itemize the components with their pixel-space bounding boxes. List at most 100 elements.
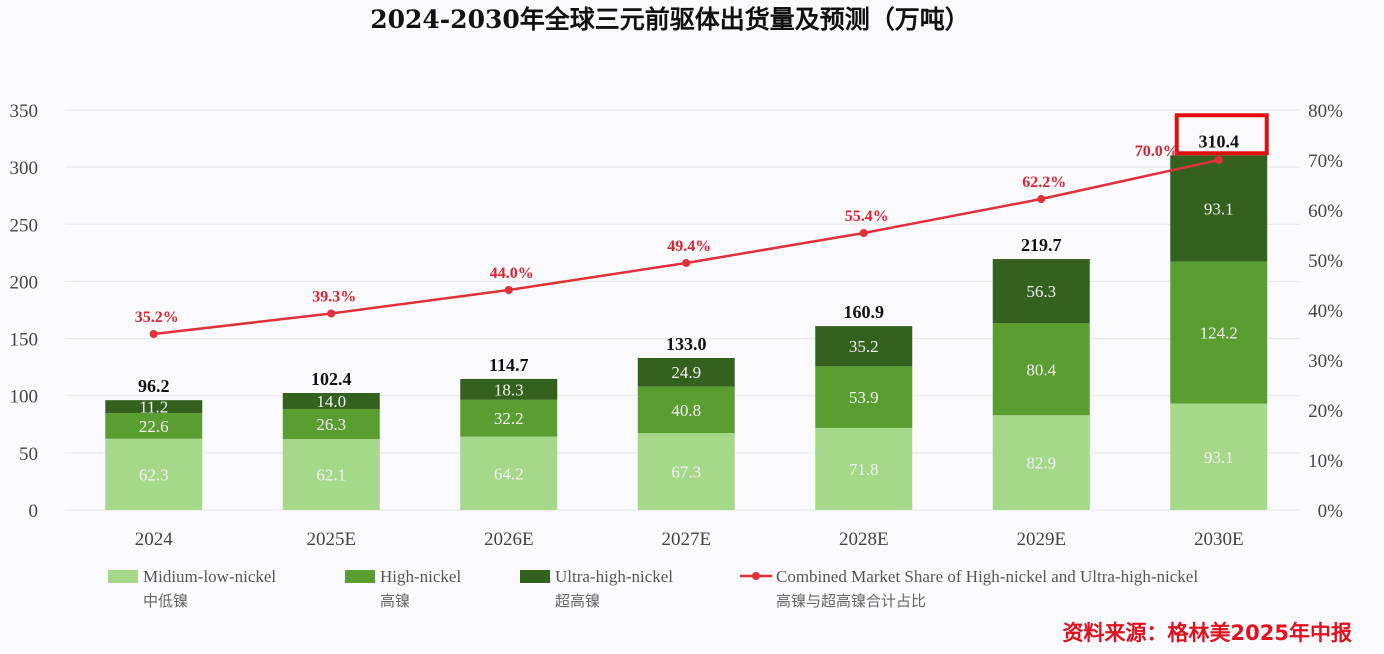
bar-value-label: 93.1 [1204, 448, 1234, 467]
bar-value-label: 71.8 [849, 460, 879, 479]
legend-label: Combined Market Share of High-nickel and… [776, 567, 1198, 586]
bar-ultra-high-nickel [1170, 155, 1268, 262]
bar-high-nickel [637, 386, 735, 434]
y-left-tick-label: 250 [10, 215, 39, 236]
y-left-tick-label: 300 [10, 158, 39, 179]
bar-midium-low-nickel [282, 439, 380, 510]
bar-value-label: 93.1 [1204, 199, 1234, 218]
bar-ultra-high-nickel [992, 259, 1090, 324]
share-point [859, 229, 868, 237]
bar-value-label: 18.3 [494, 380, 524, 399]
bar-high-nickel [105, 412, 203, 439]
bar-value-label: 53.9 [849, 388, 879, 407]
legend-swatch [108, 570, 138, 583]
bar-midium-low-nickel [992, 415, 1090, 510]
bar-midium-low-nickel [460, 436, 558, 510]
legend-label: High-nickel [380, 567, 461, 586]
highlight-box [1174, 113, 1269, 156]
y-left-tick-label: 100 [10, 387, 39, 408]
bar-total-label: 96.2 [138, 376, 170, 396]
x-tick-label: 2030E [1194, 529, 1244, 550]
bar-ultra-high-nickel [105, 400, 203, 413]
bar-value-label: 14.0 [316, 392, 346, 411]
source-note: 资料来源：格林美2025年中报 [1063, 621, 1352, 645]
x-tick-label: 2028E [839, 529, 889, 550]
y-right-tick-label: 60% [1308, 201, 1343, 222]
x-tick-label: 2027E [661, 529, 711, 550]
bar-value-label: 26.3 [316, 415, 346, 434]
y-left-tick-label: 50 [19, 444, 38, 465]
bar-high-nickel [992, 323, 1090, 416]
share-label: 49.4% [667, 238, 711, 255]
bar-value-label: 80.4 [1026, 360, 1056, 379]
chart-title: 2024-2030年全球三元前驱体出货量及预测（万吨） [370, 5, 970, 34]
share-label: 55.4% [845, 208, 889, 225]
legend-label: Midium-low-nickel [143, 567, 276, 586]
bar-value-label: 35.2 [849, 337, 879, 356]
bar-ultra-high-nickel [637, 358, 735, 387]
share-label: 70.0% [1135, 143, 1179, 160]
share-point [1037, 195, 1046, 203]
bar-total-label: 219.7 [1021, 235, 1062, 255]
share-label: 35.2% [135, 309, 179, 326]
y-right-tick-label: 10% [1308, 451, 1343, 472]
share-label: 62.2% [1022, 174, 1066, 191]
bar-total-label: 133.0 [666, 334, 707, 354]
bar-value-label: 32.2 [494, 409, 524, 428]
bar-value-label: 64.2 [494, 464, 524, 483]
legend-label-cn: 超高镍 [555, 592, 600, 610]
bar-total-label: 310.4 [1199, 131, 1240, 151]
y-right-tick-label: 80% [1308, 101, 1343, 122]
legend-label-cn: 中低镍 [143, 592, 188, 610]
share-point [682, 259, 691, 267]
share-point [1214, 156, 1223, 164]
y-right-tick-label: 20% [1308, 401, 1343, 422]
bar-value-label: 40.8 [671, 401, 701, 420]
bar-midium-low-nickel [637, 433, 735, 510]
bar-ultra-high-nickel [282, 392, 380, 409]
bar-value-label: 82.9 [1026, 454, 1056, 473]
bar-total-label: 160.9 [844, 302, 885, 322]
bar-high-nickel [460, 399, 558, 437]
y-right-tick-label: 40% [1308, 301, 1343, 322]
legend-label-cn: 高镍 [380, 592, 410, 610]
legend-label: Ultra-high-nickel [555, 567, 673, 586]
bar-value-label: 62.1 [316, 466, 346, 485]
y-right-tick-label: 70% [1308, 151, 1343, 172]
bar-high-nickel [1170, 261, 1268, 404]
bar-high-nickel [815, 366, 913, 428]
y-left-tick-label: 350 [10, 101, 39, 122]
bar-midium-low-nickel [815, 427, 913, 510]
bar-midium-low-nickel [1170, 403, 1268, 510]
legend-line-marker [752, 572, 760, 580]
bar-ultra-high-nickel [460, 378, 558, 400]
share-point [327, 309, 336, 318]
share-label: 39.3% [312, 289, 356, 306]
bar-value-label: 24.9 [671, 363, 701, 382]
bar-value-label: 124.2 [1200, 324, 1238, 343]
y-right-tick-label: 0% [1318, 501, 1344, 522]
bar-midium-low-nickel [105, 438, 203, 510]
bar-value-label: 11.2 [139, 398, 168, 417]
bar-ultra-high-nickel [815, 326, 913, 367]
y-right-tick-label: 50% [1308, 251, 1343, 272]
x-tick-label: 2025E [306, 529, 356, 550]
share-label: 44.0% [490, 265, 534, 282]
legend-swatch [345, 570, 375, 583]
bar-value-label: 62.3 [139, 465, 169, 484]
share-point [149, 330, 158, 338]
x-tick-label: 2024 [135, 529, 174, 550]
bar-value-label: 67.3 [671, 463, 701, 482]
y-left-tick-label: 150 [10, 330, 39, 351]
bar-value-label: 22.6 [139, 417, 169, 436]
share-point [504, 286, 513, 294]
y-right-tick-label: 30% [1308, 351, 1343, 372]
bar-total-label: 102.4 [311, 369, 352, 389]
legend-swatch [520, 570, 550, 583]
legend-label-cn: 高镍与超高镍合计占比 [776, 592, 926, 610]
y-left-tick-label: 0 [29, 501, 39, 522]
bar-high-nickel [282, 408, 380, 440]
x-tick-label: 2029E [1016, 529, 1066, 550]
y-left-tick-label: 200 [10, 272, 39, 293]
